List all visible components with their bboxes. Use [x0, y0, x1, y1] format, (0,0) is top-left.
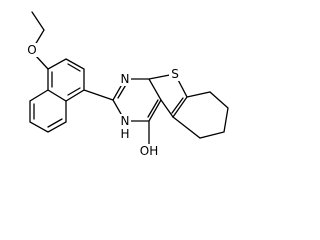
label-bg	[26, 43, 38, 57]
double-bond	[171, 97, 184, 114]
atom-label: S	[171, 67, 179, 81]
double-bond	[51, 63, 81, 96]
molecule: O S N N H OH	[26, 11, 229, 158]
double-bond	[117, 82, 159, 118]
ring	[47, 58, 85, 102]
atom-label: N	[121, 114, 130, 128]
label-bg	[169, 67, 181, 81]
ring	[29, 89, 67, 133]
label-bg	[138, 144, 160, 158]
atom-label: H	[120, 127, 129, 141]
atom-label: N	[121, 72, 130, 86]
ether-bond	[35, 55, 49, 70]
atom-label: O	[27, 43, 36, 57]
biaryl-bond	[83, 89, 114, 101]
label-bg	[119, 72, 131, 86]
double-bond	[33, 103, 63, 128]
label-bg	[119, 114, 131, 128]
atom-labels: O S N N H OH	[26, 43, 181, 158]
page: {"atoms": {"ether_oxygen": "O", "sulfur"…	[26, 11, 229, 158]
ring	[172, 91, 229, 139]
atom-label: OH	[140, 144, 158, 158]
